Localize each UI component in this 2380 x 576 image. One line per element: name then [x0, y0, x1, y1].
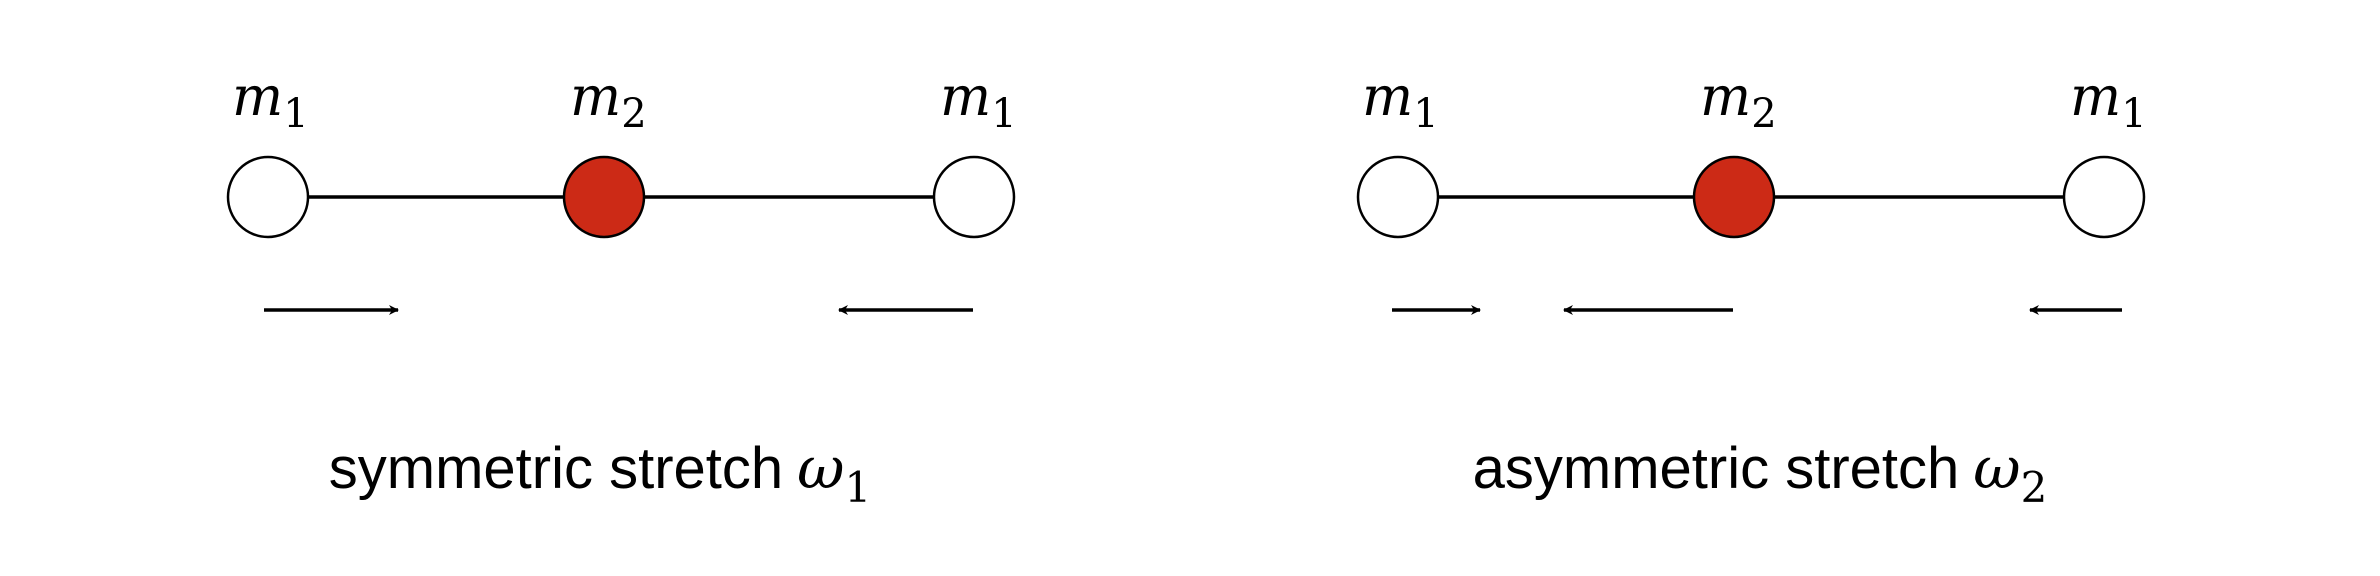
atom-right-m1 — [932, 155, 1016, 239]
atom-center-m2 — [1692, 155, 1776, 239]
label-left-m1: m1 — [1362, 65, 1439, 137]
label-center-m2: m2 — [1700, 65, 1777, 137]
symmetric-stretch-panel: m1 m2 m1 symmetric stretch ω1 — [226, 65, 1017, 512]
label-center-m2: m2 — [570, 65, 647, 137]
label-right-m1: m1 — [2070, 65, 2147, 137]
atom-center-m2 — [562, 155, 646, 239]
caption-asymmetric: asymmetric stretch ω2 — [1473, 434, 2048, 512]
atom-left-m1 — [1356, 155, 1440, 239]
caption-symmetric: symmetric stretch ω1 — [329, 434, 871, 512]
asymmetric-stretch-panel: m1 m2 m1 asymmetric stretch ω2 — [1356, 65, 2147, 512]
label-right-m1: m1 — [940, 65, 1017, 137]
atom-left-m1 — [226, 155, 310, 239]
label-left-m1: m1 — [232, 65, 309, 137]
atom-right-m1 — [2062, 155, 2146, 239]
